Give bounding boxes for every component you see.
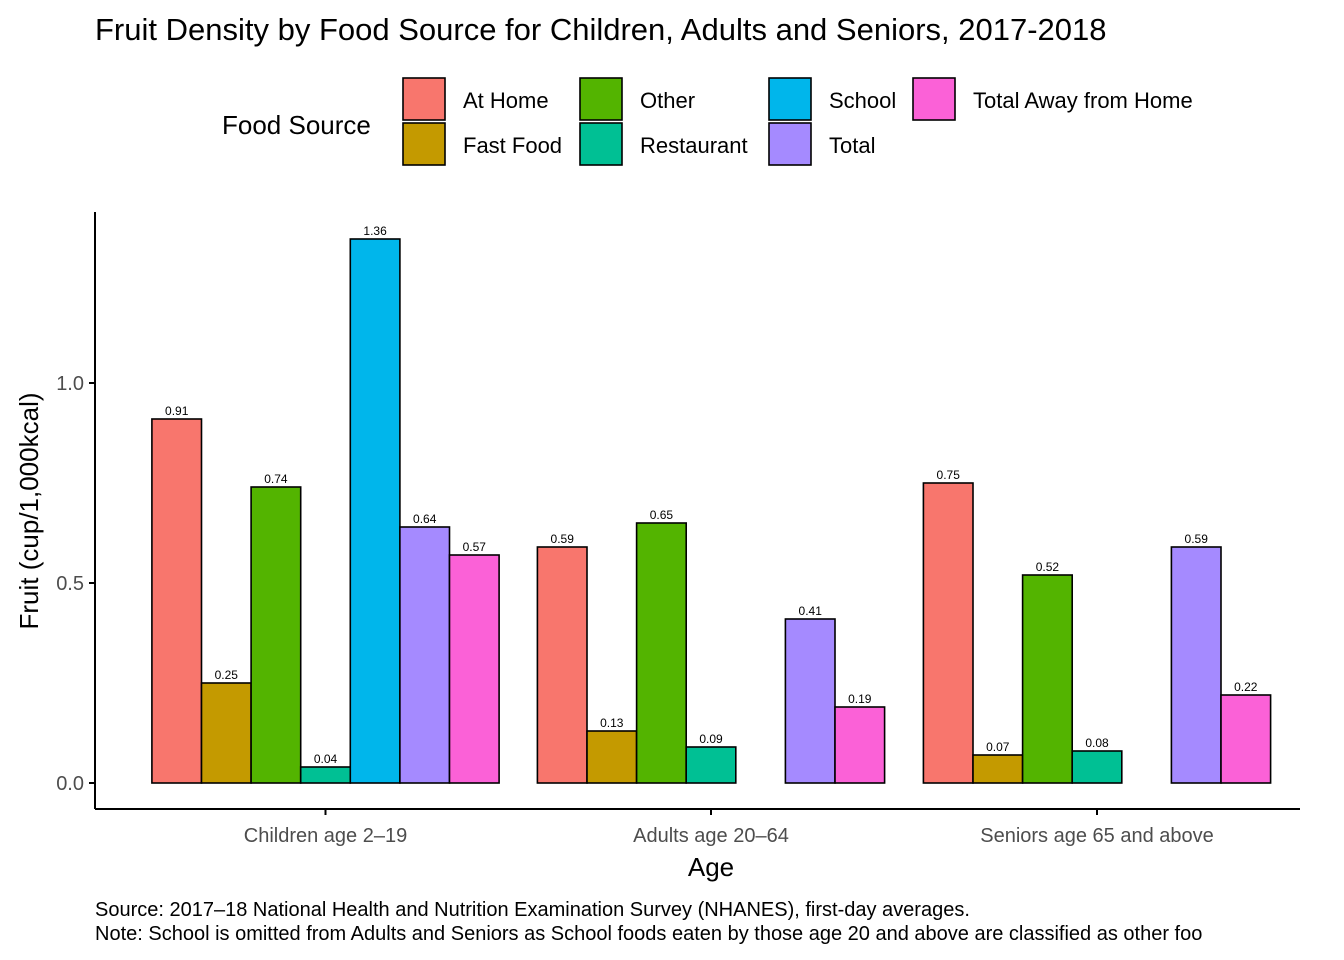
legend-item-restaurant: Restaurant xyxy=(579,122,748,166)
data-label-at-home-3: 0.75 xyxy=(937,468,961,482)
bar-total-away-from-home-1 xyxy=(448,554,500,784)
bar-at-home-2 xyxy=(536,546,588,784)
bar-total-2 xyxy=(784,618,836,784)
legend-label-total-away-from-home: Total Away from Home xyxy=(973,88,1193,113)
bar-school-1 xyxy=(349,238,401,784)
y-tick-label: 1.0 xyxy=(56,373,84,395)
data-label-restaurant-2: 0.09 xyxy=(699,732,723,746)
caption-source: Source: 2017–18 National Health and Nutr… xyxy=(95,899,970,921)
legend-item-total: Total xyxy=(768,122,875,166)
data-label-total-3: 0.59 xyxy=(1185,532,1209,546)
bar-at-home-1 xyxy=(151,418,203,784)
bar-at-home-3 xyxy=(922,482,974,784)
chart-title: Fruit Density by Food Source for Childre… xyxy=(95,12,1107,47)
data-label-total-away-from-home-1: 0.57 xyxy=(463,540,487,554)
data-label-restaurant-1: 0.04 xyxy=(314,752,338,766)
legend-item-at-home: At Home xyxy=(402,77,549,121)
legend-item-school: School xyxy=(768,77,896,121)
legend-key-total-away-from-home xyxy=(912,77,956,121)
bar-other-3 xyxy=(1021,574,1073,784)
bar-total-1 xyxy=(399,526,451,784)
legend-label-fast-food: Fast Food xyxy=(463,133,562,158)
data-label-restaurant-3: 0.08 xyxy=(1085,736,1109,750)
plot-area: 0.91 0.25 0.74 0.04 1.36 0.64 0.57 0.59 0.13 0.65… xyxy=(56,212,1300,847)
data-label-at-home-2: 0.59 xyxy=(551,532,575,546)
legend-key-restaurant xyxy=(579,122,623,166)
x-tick-label: Seniors age 65 and above xyxy=(980,825,1214,847)
legend-item-other: Other xyxy=(579,77,695,121)
legend-key-school xyxy=(768,77,812,121)
bar-other-1 xyxy=(250,486,302,784)
data-label-at-home-1: 0.91 xyxy=(165,404,189,418)
legend: Food Source At Home Fast Food Other Restaur… xyxy=(222,77,1193,166)
x-tick-label: Adults age 20–64 xyxy=(633,825,789,847)
legend-title: Food Source xyxy=(222,110,371,140)
legend-key-other xyxy=(579,77,623,121)
caption-note: Note: School is omitted from Adults and … xyxy=(95,923,1202,945)
data-label-total-2: 0.41 xyxy=(799,604,823,618)
data-label-total-away-from-home-2: 0.19 xyxy=(848,692,872,706)
bar-total-away-from-home-3 xyxy=(1220,694,1272,784)
data-label-fast-food-3: 0.07 xyxy=(986,740,1010,754)
data-label-fast-food-2: 0.13 xyxy=(600,716,624,730)
bar-restaurant-1 xyxy=(299,766,352,784)
bar-fast-food-3 xyxy=(972,754,1024,784)
data-label-other-2: 0.65 xyxy=(650,508,674,522)
legend-label-school: School xyxy=(829,88,896,113)
y-tick-label: 0.5 xyxy=(56,573,84,595)
legend-label-restaurant: Restaurant xyxy=(640,133,748,158)
bar-total-away-from-home-2 xyxy=(834,706,886,784)
legend-item-total-away-from-home: Total Away from Home xyxy=(912,77,1193,121)
legend-label-at-home: At Home xyxy=(463,88,549,113)
x-tick-label: Children age 2–19 xyxy=(244,825,407,847)
data-label-total-away-from-home-3: 0.22 xyxy=(1234,680,1258,694)
bar-total-3 xyxy=(1170,546,1222,784)
y-axis-label: Fruit (cup/1,000kcal) xyxy=(14,393,44,630)
data-label-other-1: 0.74 xyxy=(264,472,288,486)
legend-label-other: Other xyxy=(640,88,695,113)
x-axis-label: Age xyxy=(688,852,734,882)
data-label-other-3: 0.52 xyxy=(1036,560,1060,574)
legend-item-fast-food: Fast Food xyxy=(402,122,562,166)
data-label-school-1: 1.36 xyxy=(363,224,387,238)
bar-fast-food-2 xyxy=(586,730,638,784)
legend-key-total xyxy=(768,122,812,166)
legend-key-fast-food xyxy=(402,122,446,166)
data-label-fast-food-1: 0.25 xyxy=(215,668,239,682)
legend-label-total: Total xyxy=(829,133,875,158)
data-label-total-1: 0.64 xyxy=(413,512,437,526)
y-tick-label: 0.0 xyxy=(56,773,84,795)
legend-key-at-home xyxy=(402,77,446,121)
bar-restaurant-2 xyxy=(685,746,737,784)
bar-other-2 xyxy=(635,522,687,784)
bar-restaurant-3 xyxy=(1071,750,1123,784)
bar-fast-food-1 xyxy=(200,682,252,784)
